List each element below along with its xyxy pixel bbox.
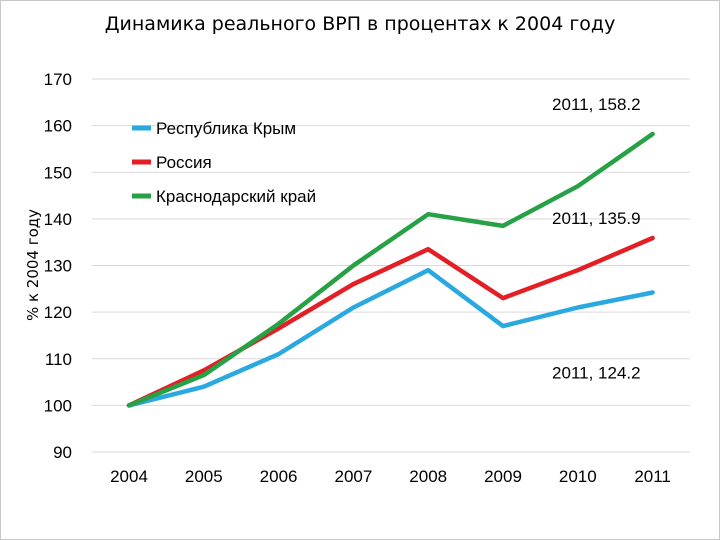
data-annotations: 2011, 158.2 2011, 135.9 2011, 124.2 (552, 95, 641, 383)
y-tick-label: 160 (44, 117, 72, 136)
y-tick-label: 130 (44, 257, 72, 276)
series-line (126, 235, 655, 408)
y-tick-label: 90 (53, 443, 72, 462)
data-label: 2011, 124.2 (552, 364, 641, 383)
y-tick-label: 100 (44, 396, 72, 415)
chart-title: Динамика реального ВРП в процентах к 200… (105, 13, 616, 35)
x-tick-label: 2004 (110, 467, 148, 486)
data-label: 2011, 135.9 (552, 209, 641, 228)
x-axis-ticks: 2004 2005 2006 2007 2008 2009 2010 2011 (110, 467, 671, 486)
series-line (126, 267, 655, 408)
series-line (126, 131, 655, 408)
legend-label: Республика Крым (156, 119, 296, 138)
x-tick-label: 2008 (409, 467, 447, 486)
series-lines (126, 131, 655, 408)
data-label: 2011, 158.2 (552, 95, 641, 114)
y-tick-label: 110 (45, 350, 72, 369)
legend-label: Россия (156, 153, 212, 172)
y-tick-label: 140 (44, 210, 72, 229)
x-tick-label: 2005 (185, 467, 223, 486)
y-tick-label: 170 (44, 70, 72, 89)
x-tick-label: 2009 (484, 467, 522, 486)
y-axis-label: % к 2004 году (24, 209, 42, 321)
y-axis-ticks: 90 100 110 120 130 140 150 160 170 (44, 70, 72, 462)
legend-label: Краснодарский край (156, 187, 316, 206)
x-tick-label: 2007 (334, 467, 372, 486)
x-tick-label: 2010 (559, 467, 597, 486)
y-tick-label: 150 (44, 163, 72, 182)
y-tick-label: 120 (44, 303, 72, 322)
x-tick-label: 2006 (260, 467, 298, 486)
legend: Республика Крым Россия Краснодарский край (132, 119, 316, 206)
x-tick-label: 2011 (634, 467, 671, 486)
